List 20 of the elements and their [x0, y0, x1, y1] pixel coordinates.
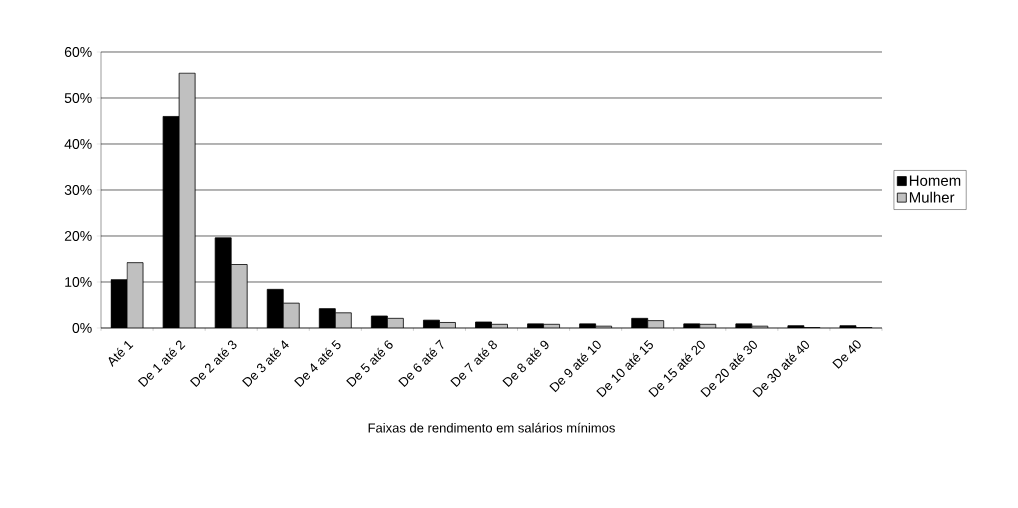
x-tick-label: De 4 até 5 [294, 339, 341, 388]
y-tick-label: 30% [64, 185, 92, 195]
y-tick-label: 40% [64, 139, 92, 149]
y-tick-label: 60% [64, 47, 92, 57]
x-tick-label: De 5 até 6 [346, 340, 393, 388]
y-tick-label: 0% [72, 323, 92, 333]
y-tick-label: 10% [65, 277, 92, 287]
x-tick-label: De 8 até 9 [502, 340, 549, 388]
x-tick-label: De 1 até 2 [137, 340, 186, 388]
x-tick-label: Até 1 [108, 341, 134, 367]
y-tick-label: 20% [64, 231, 92, 241]
legend-label: Homem [909, 175, 961, 186]
x-tick-label: De 6 até 7 [398, 339, 444, 388]
legend-label: Mulher [909, 191, 955, 203]
x-tick-label: De 40 [832, 340, 861, 369]
x-axis-title: Faixas de rendimento em salários mínimos [368, 422, 615, 433]
y-tick-label: 50% [64, 93, 92, 103]
x-tick-label: De 3 até 4 [242, 340, 289, 388]
x-tick-label: De 7 até 8 [450, 340, 497, 388]
x-tick-label: De 2 até 3 [189, 340, 237, 388]
